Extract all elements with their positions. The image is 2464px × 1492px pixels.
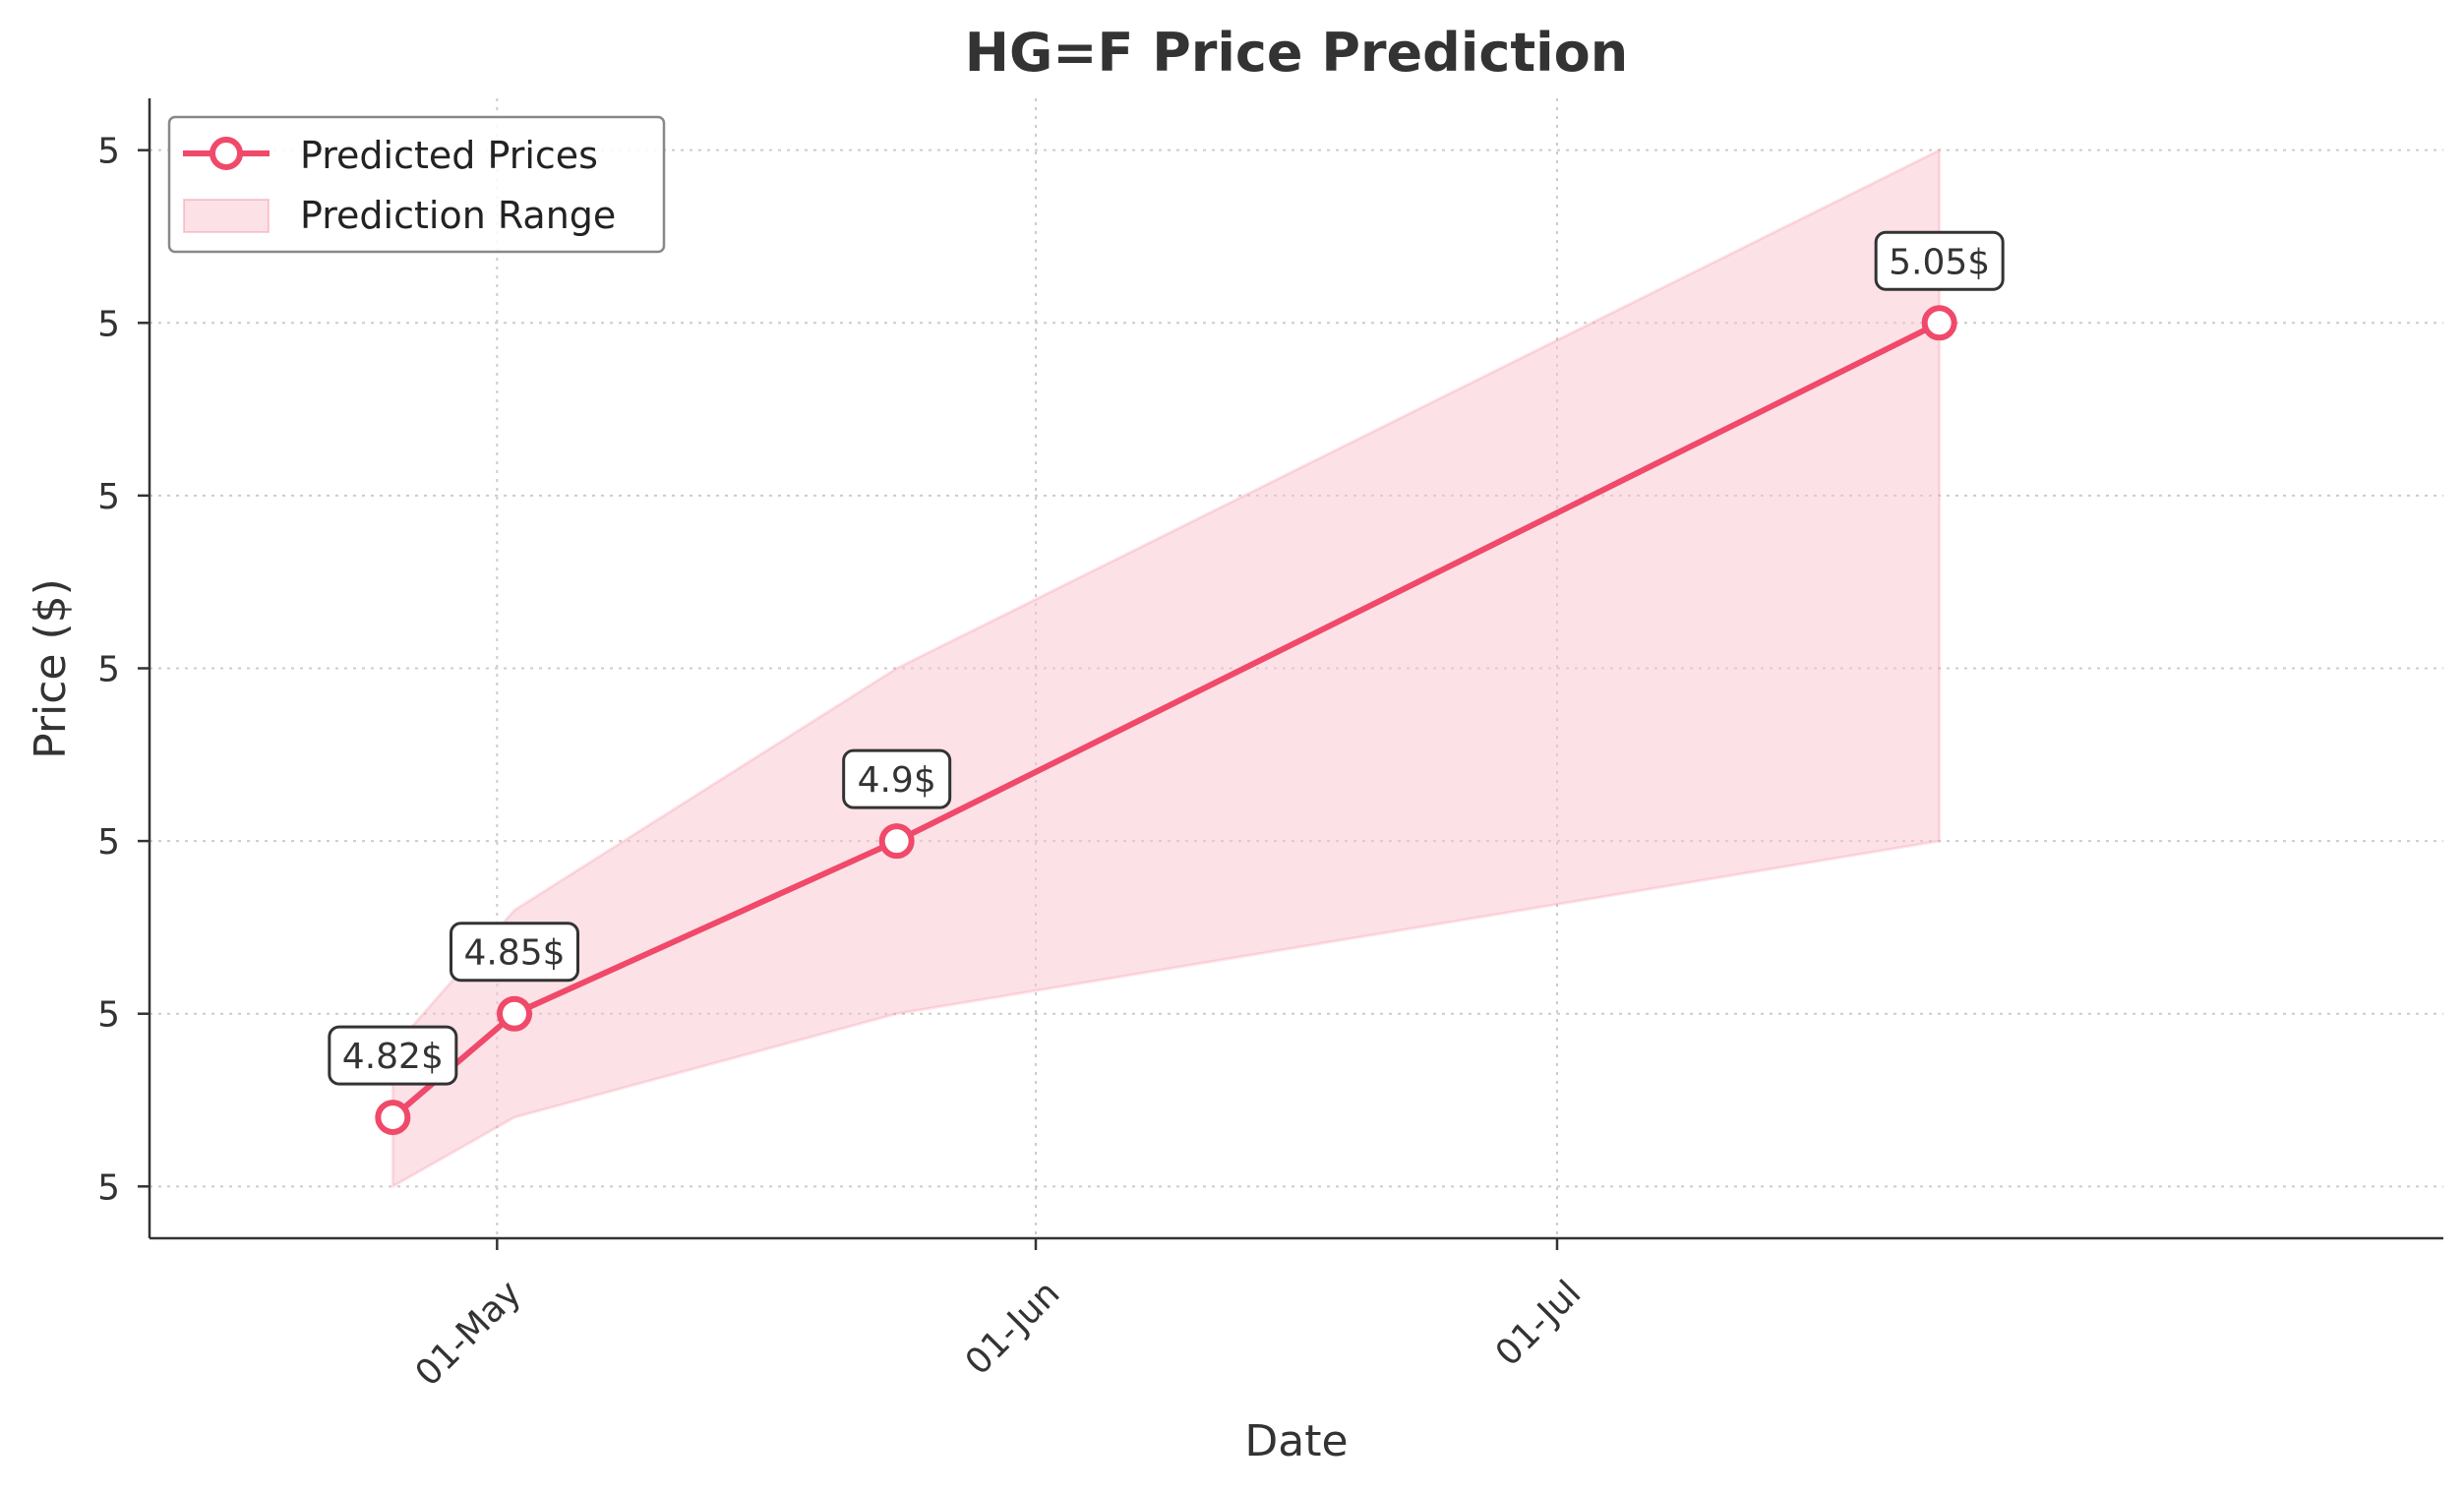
data-label-box-1 xyxy=(450,922,579,983)
y-tick-label-0: 5 xyxy=(97,1167,120,1208)
y-tick-label-6: 5 xyxy=(97,132,120,172)
prediction-range-layer xyxy=(391,148,1942,1189)
data-label-0: 4.82$ xyxy=(328,1025,458,1086)
legend-box xyxy=(167,115,666,254)
legend-label-range: Prediction Range xyxy=(300,194,616,237)
legend-range-swatch xyxy=(183,199,270,233)
data-label-2: 4.9$ xyxy=(842,748,952,809)
data-point-3 xyxy=(1921,305,1957,341)
x-axis-label: Date xyxy=(1244,1416,1348,1466)
x-tick-label-1: 01-Jun xyxy=(958,1273,1068,1383)
y-axis-label: Price ($) xyxy=(26,578,76,759)
data-label-text-1: 4.85$ xyxy=(463,933,565,974)
y-ticks: 5 5 5 5 5 5 5 xyxy=(97,132,150,1208)
prediction-range-area xyxy=(391,148,1942,1189)
legend-label-predicted: Predicted Prices xyxy=(300,134,598,177)
y-tick-label-5: 5 xyxy=(97,304,120,344)
x-tick-label-0: 01-May xyxy=(408,1273,529,1394)
x-tick-label-2: 01-Jul xyxy=(1488,1273,1590,1374)
y-tick-label-3: 5 xyxy=(97,650,120,690)
y-tick-label-4: 5 xyxy=(97,477,120,517)
data-point-0 xyxy=(375,1100,411,1136)
data-point-1 xyxy=(497,995,532,1032)
data-label-1: 4.85$ xyxy=(450,922,579,983)
data-label-box-2 xyxy=(842,748,952,809)
data-labels: 4.82$ 4.85$ 4.9$ 5.05$ xyxy=(328,230,2005,1086)
x-ticks: 01-May 01-Jun 01-Jul xyxy=(408,1238,1590,1395)
data-label-text-3: 5.05$ xyxy=(1889,242,1990,282)
y-tick-label-2: 5 xyxy=(97,822,120,863)
legend-marker-swatch xyxy=(210,137,243,170)
data-point-2 xyxy=(878,823,915,860)
data-label-text-0: 4.82$ xyxy=(342,1037,444,1077)
legend: Predicted Prices Prediction Range xyxy=(167,115,666,254)
data-label-box-0 xyxy=(328,1025,458,1086)
y-tick-label-1: 5 xyxy=(97,995,120,1036)
data-label-box-3 xyxy=(1874,230,2005,291)
data-label-text-2: 4.9$ xyxy=(858,760,936,801)
data-label-3: 5.05$ xyxy=(1874,230,2005,291)
chart-title: HG=F Price Prediction xyxy=(965,22,1628,84)
